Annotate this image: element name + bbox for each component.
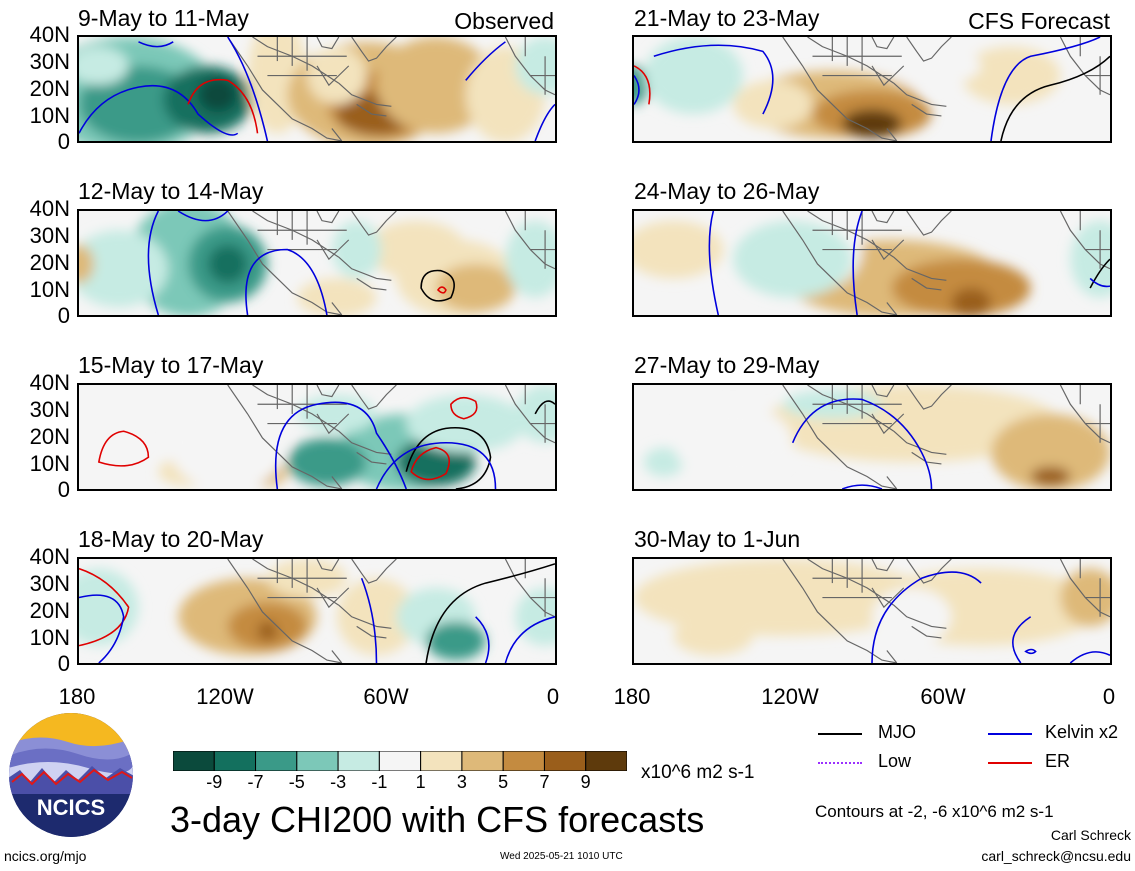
colorbar-label-2: -7 [247,772,264,792]
y-tick-40n-panel-1: 40N [29,22,70,47]
legend-swatch-er [988,762,1032,764]
colorbar-label-4: -3 [330,772,347,792]
y-tick-0-panel-4: 0 [57,651,70,676]
colorbar-label-5: -1 [371,772,388,792]
panel-title-6: 24-May to 26-May [634,178,820,204]
y-tick-40n-panel-3: 40N [29,370,70,395]
y-tick-10n-panel-1: 10N [29,103,70,128]
map-panel-fc-2 [632,209,1112,317]
colorbar-swatch-2 [213,751,257,771]
colorbar-swatch-3 [255,751,298,771]
colorbar-swatch-9 [502,751,545,771]
y-tick-20n-panel-1: 20N [29,76,70,101]
y-tick-10n-panel-2: 10N [29,277,70,302]
x-tick-180-left: 180 [58,684,96,709]
author-name: Carl Schreck [1050,827,1131,843]
ncics-logo: NCICS [9,713,133,837]
map-panel-obs-3 [77,383,557,491]
panel-title-5: 21-May to 23-May [634,5,820,31]
panel-title-1: 9-May to 11-May [78,5,249,31]
legend-label-kelvin: Kelvin x2 [1045,722,1119,742]
y-tick-10n-panel-4: 10N [29,625,70,650]
colorbar-label-8: 5 [498,772,509,792]
y-tick-20n-panel-2: 20N [29,250,70,275]
panel-title-8: 30-May to 1-Jun [634,526,801,552]
x-tick-0-left: 0 [546,684,560,709]
legend-swatch-kelvin [988,733,1032,735]
colorbar-swatch-5 [337,751,380,771]
x-tick-60w-right: 60W [920,684,966,709]
y-tick-10n-panel-3: 10N [29,451,70,476]
colorbar-label-6: 1 [415,772,426,792]
y-tick-40n-panel-2: 40N [29,196,70,221]
colorbar-label-9: 7 [539,772,550,792]
x-tick-180-right: 180 [613,684,651,709]
logo-text: NCICS [37,795,105,820]
y-tick-30n-panel-2: 30N [29,223,70,248]
colorbar-label-1: -9 [206,772,223,792]
y-tick-0-panel-3: 0 [57,477,70,502]
colorbar-swatch-10 [543,751,587,771]
panel-title-4: 18-May to 20-May [78,526,264,552]
panel-tag-observed: Observed [454,8,554,34]
y-tick-0-panel-2: 0 [57,303,70,328]
colorbar-unit: x10^6 m2 s-1 [641,762,755,783]
x-tick-120w-left: 120W [196,684,254,709]
y-tick-0-panel-1: 0 [57,129,70,154]
panel-title-7: 27-May to 29-May [634,352,820,378]
y-tick-20n-panel-3: 20N [29,424,70,449]
map-panel-obs-4 [77,557,557,665]
legend-label-er: ER [1045,751,1071,771]
y-tick-30n-panel-1: 30N [29,49,70,74]
colorbar-swatch-1 [173,751,215,771]
y-tick-30n-panel-4: 30N [29,571,70,596]
footer-timestamp: Wed 2025-05-21 1010 UTC [500,851,623,862]
main-title: 3-day CHI200 with CFS forecasts [170,799,705,840]
legend-swatch-low [818,762,862,764]
x-tick-0-right: 0 [1102,684,1116,709]
colorbar-label-10: 9 [580,772,591,792]
panel-title-2: 12-May to 14-May [78,178,264,204]
map-panel-fc-3 [632,383,1112,491]
colorbar-swatch-4 [296,751,339,771]
legend-swatch-mjo [818,733,862,735]
colorbar [173,751,627,771]
x-tick-60w-left: 60W [363,684,409,709]
contours-note: Contours at -2, -6 x10^6 m2 s-1 [815,802,1054,821]
panel-tag-forecast: CFS Forecast [968,8,1110,34]
legend-label-mjo: MJO [878,722,916,742]
colorbar-swatch-8 [461,751,504,771]
footer-url: ncics.org/mjo [4,848,87,864]
map-panel-obs-2 [77,209,557,317]
map-panel-obs-1 [77,35,557,143]
map-panel-fc-1 [632,35,1112,143]
map-panel-fc-4 [632,557,1112,665]
y-tick-30n-panel-3: 30N [29,397,70,422]
legend-label-low: Low [878,751,912,771]
panel-title-3: 15-May to 17-May [78,352,264,378]
author-email: carl_schreck@ncsu.edu [981,848,1131,864]
colorbar-swatch-7 [420,751,463,771]
x-tick-120w-right: 120W [761,684,819,709]
y-tick-20n-panel-4: 20N [29,598,70,623]
colorbar-label-7: 3 [456,772,467,792]
colorbar-swatch-11 [585,751,627,771]
y-tick-40n-panel-4: 40N [29,544,70,569]
colorbar-swatch-6 [378,751,422,771]
colorbar-label-3: -5 [288,772,305,792]
